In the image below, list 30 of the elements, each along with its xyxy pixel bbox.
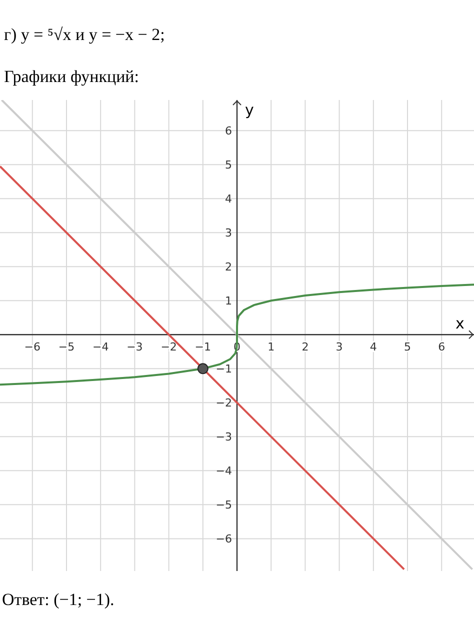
y-tick-label: 1: [225, 294, 232, 308]
x-tick-label: −4: [92, 340, 109, 354]
y-tick-label: 3: [225, 226, 232, 240]
y-tick-label: −6: [216, 532, 232, 546]
chart-title: г) y = ⁵√x и y = −x − 2;: [4, 25, 165, 44]
y-tick-label: 2: [225, 260, 232, 274]
y-tick-label: −4: [216, 464, 232, 478]
x-tick-label: 4: [370, 340, 377, 354]
x-axis-title: x: [456, 314, 465, 333]
x-tick-label: 5: [404, 340, 412, 354]
x-tick-label: 1: [268, 340, 275, 354]
y-axis-title: y: [245, 101, 254, 119]
y-tick-label: −5: [216, 498, 232, 512]
y-tick-label: −1: [216, 362, 232, 376]
y-tick-label: −2: [216, 396, 232, 410]
x-tick-label: −2: [160, 340, 177, 354]
y-tick-label: −3: [216, 430, 232, 444]
x-tick-label: 6: [438, 340, 446, 354]
x-tick-label: 3: [336, 340, 343, 354]
text: Ответ: (−1; −1).: [2, 590, 114, 609]
y-tick-label: 4: [225, 192, 232, 206]
line-series: [0, 284, 474, 386]
y-tick-label: 5: [225, 158, 232, 172]
x-tick-label: −6: [24, 340, 41, 354]
x-tick-label: 2: [302, 340, 309, 354]
chart-subtitle: Графики функций:: [4, 67, 139, 86]
x-tick-label: −3: [126, 340, 143, 354]
y-tick-label: 6: [225, 124, 232, 138]
x-tick-label: −1: [194, 340, 212, 354]
x-tick-label: −5: [58, 340, 75, 354]
